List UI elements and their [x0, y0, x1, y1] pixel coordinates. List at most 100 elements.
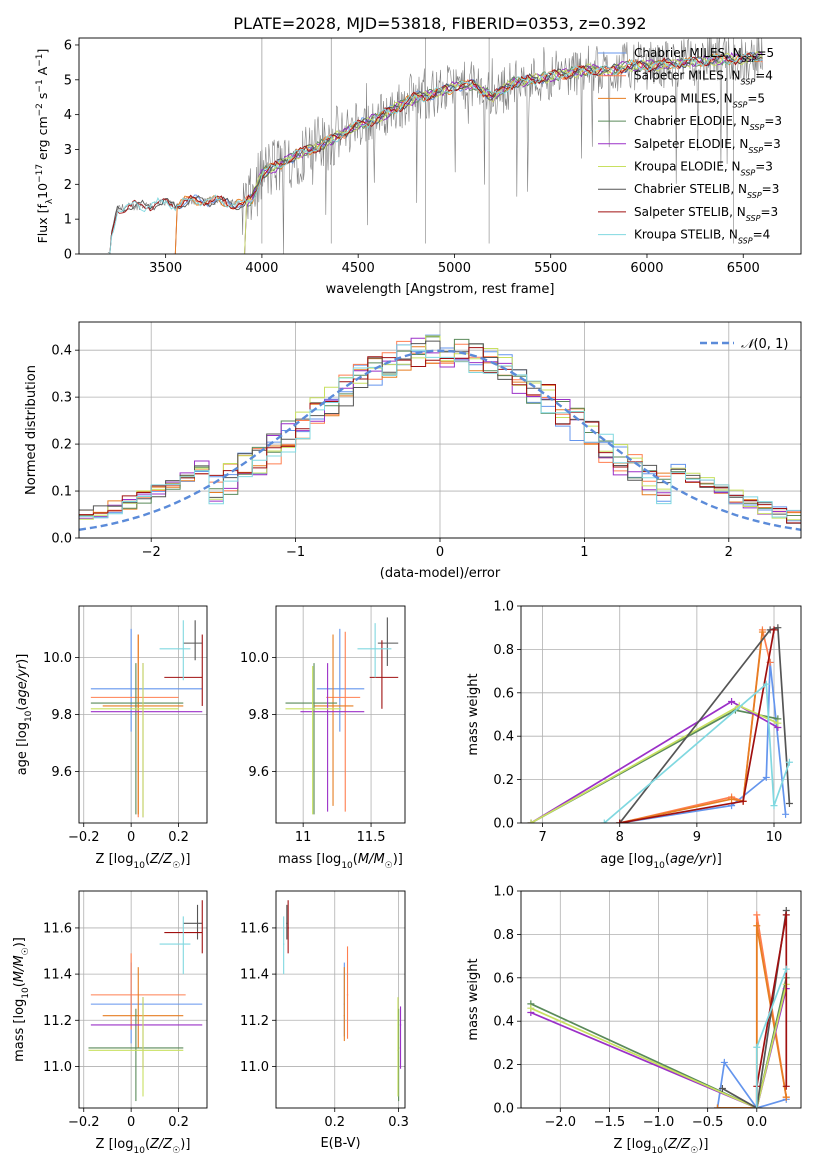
y-tick-label: 11.2	[43, 1014, 72, 1029]
y-tick-label: 10.0	[43, 651, 72, 666]
legend-label-kroupa_stelib: Kroupa STELIB, NSSP=4	[634, 228, 770, 246]
weight-marker-kroupa_stelib	[762, 680, 770, 688]
y-tick-label: 6	[64, 38, 72, 53]
errorbar-kroupa_stelib	[159, 916, 191, 975]
x-tick-label: 1	[580, 545, 588, 560]
y-tick-label: 11.0	[240, 1060, 269, 1075]
weight-marker-kroupa_miles	[758, 628, 766, 636]
x-axis-label: wavelength [Angstrom, rest frame]	[326, 282, 555, 297]
x-tick-label: −0.2	[68, 1115, 100, 1130]
x-tick-label: 11.5	[357, 830, 386, 845]
weight_vs_Z-panel: −2.0 −1.5 −1.0 −0.5 0.0 0.0 0.2 0.4 0.6 0.8 1.0 Z […	[466, 885, 802, 1156]
y-tick-label: 0.1	[51, 485, 72, 500]
errorbar-chabrier_stelib	[183, 620, 203, 661]
weight-marker-chabrier_stelib	[785, 799, 793, 807]
y-axis-label: age [log10(age/yr)]	[15, 654, 34, 776]
weight-marker-kroupa_stelib	[770, 802, 778, 810]
errorbar-chabrier_stelib	[183, 904, 203, 940]
weight-marker-kroupa_stelib	[600, 819, 608, 823]
x-tick-label: 6500	[727, 261, 760, 276]
y-axis-label: Normed distribution	[24, 365, 39, 495]
y-axis-label: mass weight	[466, 673, 481, 755]
x-tick-label: 0	[127, 830, 135, 845]
x-tick-label: 0	[127, 1115, 135, 1130]
x-tick-label: 5500	[534, 261, 567, 276]
errorbar-kroupa_elodie	[285, 665, 342, 815]
y-tick-label: 0.8	[493, 928, 514, 943]
axes-frame	[78, 890, 208, 1109]
y-tick-label: 11.4	[240, 968, 269, 983]
axes-frame	[520, 890, 802, 1109]
age_vs_Z-panel: −0.2 0 0.2 9.6 9.8 10.0 Z [log10(Z/Z☉)] age [lo…	[15, 605, 208, 871]
errorbar-salpeter_elodie	[300, 663, 365, 812]
y-tick-label: 1.0	[493, 600, 514, 615]
y-tick-label: 0.4	[493, 730, 514, 745]
residuals-panel: −2 −1 0 1 2 0.0 0.1 0.2 0.3 0.4 (data-model)/error…	[24, 321, 802, 581]
errorbar-salpeter_miles	[326, 631, 361, 812]
weight-marker-kroupa_elodie	[527, 1004, 535, 1012]
x-tick-label: 3500	[149, 261, 182, 276]
x-axis-label: Z [log10(Z/Z☉)]	[96, 852, 191, 871]
weight_vs_age-panel: 7 8 9 10 0.0 0.2 0.4 0.6 0.8 1.0 age [log10(age/yr…	[466, 600, 802, 871]
y-tick-label: 10.0	[240, 651, 269, 666]
errorbar-kroupa_miles	[314, 634, 354, 806]
y-tick-label: 5	[64, 73, 72, 88]
axes: 11 11.5 9.6 9.8 10.0	[240, 606, 405, 845]
weight-marker-salpeter_stelib	[616, 819, 624, 823]
y-tick-label: 2	[64, 178, 72, 193]
weight-marker-kroupa_stelib	[753, 1043, 761, 1051]
y-tick-label: 4	[64, 108, 72, 123]
y-axis-label: mass weight	[466, 958, 481, 1040]
weight-marker-kroupa_stelib	[753, 1104, 761, 1108]
axes: −0.2 0 0.2 11.0 11.2 11.4 11.6	[43, 891, 207, 1130]
x-tick-label: 0.3	[388, 1115, 409, 1130]
y-tick-label: 11.2	[240, 1014, 269, 1029]
x-tick-label: 4000	[245, 261, 278, 276]
weight-marker-salpeter_stelib	[770, 626, 778, 634]
x-tick-label: 0.2	[168, 1115, 189, 1130]
x-tick-label: 9	[693, 830, 701, 845]
weight-marker-kroupa_stelib	[782, 965, 790, 973]
x-tick-label: 0	[436, 545, 444, 560]
errorbar-kroupa_elodie	[88, 997, 184, 1097]
weight-marker-salpeter_stelib	[782, 1082, 790, 1090]
x-tick-label: −0.2	[68, 830, 100, 845]
model-line-chabrier_elodie	[242, 52, 763, 254]
errorbar-salpeter_miles	[346, 946, 349, 1039]
weight-line-chabrier_miles	[716, 1060, 787, 1108]
legend-label-kroupa_miles: Kroupa MILES, NSSP=5	[634, 91, 765, 109]
legend-label-kroupa_elodie: Kroupa ELODIE, NSSP=3	[634, 160, 773, 178]
y-tick-label: 0.3	[51, 391, 72, 406]
figure-title: PLATE=2028, MJD=53818, FIBERID=0353, z=0…	[233, 14, 646, 33]
x-tick-label: −1.5	[594, 1115, 626, 1130]
weight-marker-chabrier_stelib	[774, 624, 782, 632]
y-tick-label: 0.2	[493, 1058, 514, 1073]
errorbar-chabrier_miles	[90, 628, 203, 732]
x-tick-label: 0.2	[324, 1115, 345, 1130]
weight-marker-kroupa_elodie	[774, 719, 782, 727]
errorbar-kroupa_stelib	[357, 623, 392, 678]
weight-line-chabrier_elodie	[530, 977, 788, 1108]
axes: 0.2 0.3 11.0 11.2 11.4 11.6	[240, 891, 409, 1130]
axes-frame	[520, 605, 802, 824]
y-tick-label: 0.6	[493, 971, 514, 986]
x-axis-label: Z [log10(Z/Z☉)]	[614, 1137, 709, 1156]
y-tick-label: 0.2	[493, 773, 514, 788]
errorbar-chabrier_elodie	[285, 663, 338, 815]
weight-marker-salpeter_stelib	[782, 911, 790, 919]
weight-marker-salpeter_elodie	[728, 697, 736, 705]
errorbar-chabrier_miles	[316, 628, 365, 732]
errorbar-kroupa_elodie	[397, 997, 399, 1097]
weight-marker-chabrier_stelib	[718, 1084, 726, 1092]
weight-line-kroupa_elodie	[530, 984, 788, 1108]
y-axis-label: mass [log10(M/M☉)]	[12, 937, 31, 1062]
y-tick-label: 9.6	[51, 765, 72, 780]
errorbar-kroupa_stelib	[159, 620, 191, 681]
axes-frame	[78, 605, 208, 824]
y-tick-label: 0.8	[493, 643, 514, 658]
x-tick-label: 11	[295, 830, 312, 845]
axes-frame	[78, 37, 802, 255]
errorbar-salpeter_stelib	[369, 640, 399, 709]
mass_vs_Z-panel: −0.2 0 0.2 11.0 11.2 11.4 11.6 Z [log10(Z/Z☉)] m…	[12, 890, 208, 1156]
